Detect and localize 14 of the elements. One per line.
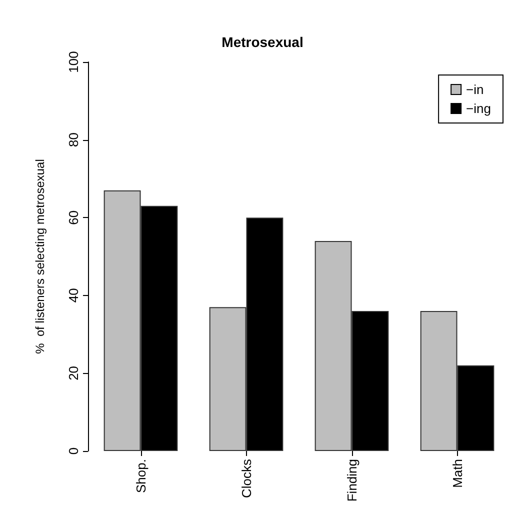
- x-tick-label: Finding: [344, 459, 360, 502]
- x-tick-label: Shop.: [133, 459, 148, 493]
- y-axis-title: % of listeners selecting metrosexual: [33, 159, 47, 354]
- y-tick-label: 100: [66, 51, 81, 73]
- x-tick-label: Clocks: [238, 458, 254, 498]
- chart-title: Metrosexual: [222, 34, 304, 50]
- legend-label: −in: [466, 82, 484, 97]
- y-tick-label: 40: [66, 288, 81, 303]
- y-tick-label: 80: [66, 132, 81, 148]
- y-tick-label: 20: [66, 366, 81, 380]
- legend-label: −ing: [466, 101, 492, 116]
- y-tick-label: 0: [66, 447, 81, 455]
- x-tick-label: Math: [450, 459, 465, 488]
- y-tick-label: 60: [66, 210, 81, 225]
